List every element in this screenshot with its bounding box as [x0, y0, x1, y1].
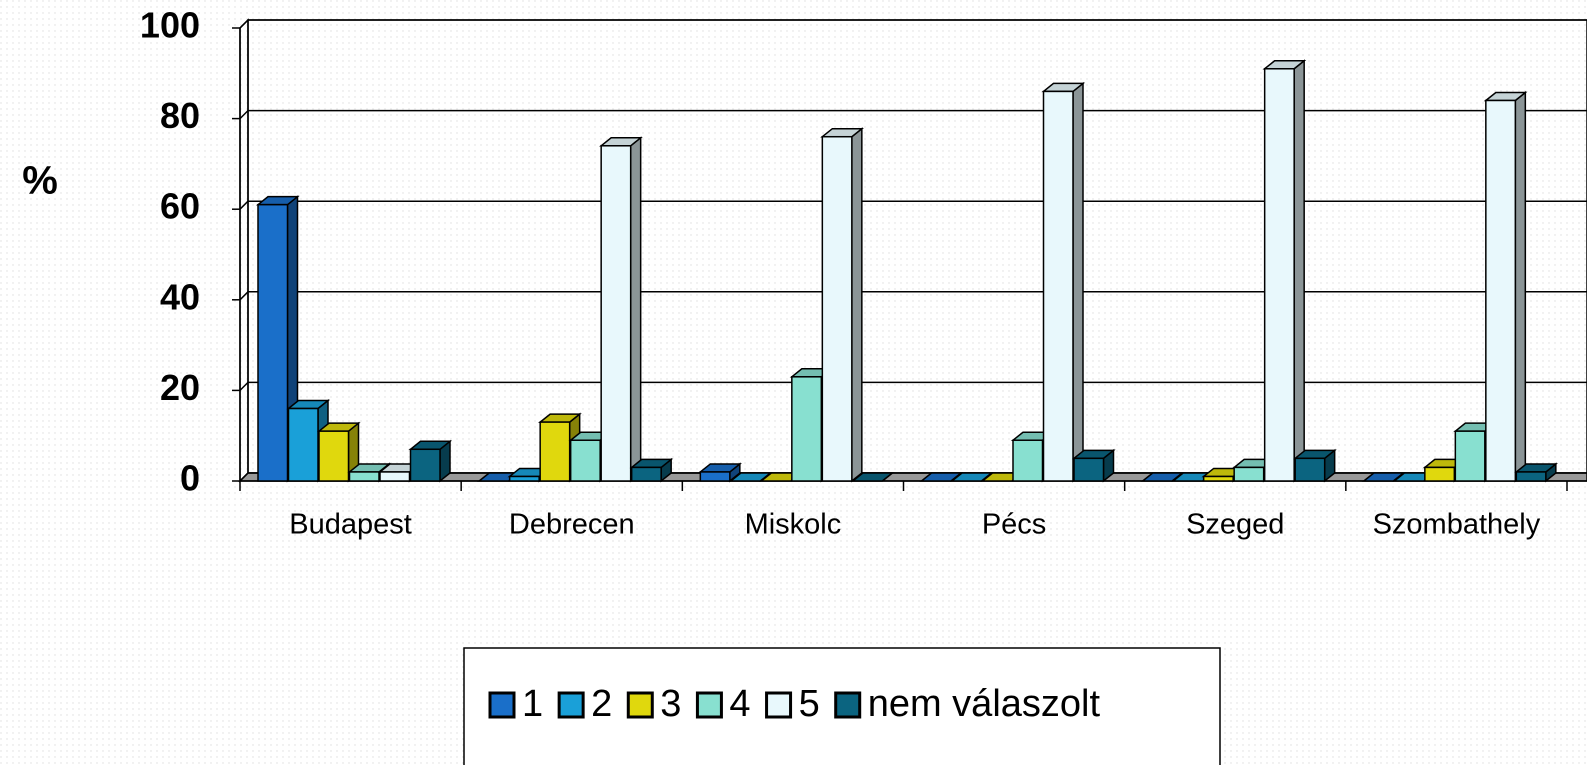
bar — [821, 135, 853, 482]
grid-line-side — [239, 472, 249, 482]
y-tick-label: 40 — [160, 276, 200, 317]
x-tick-label: Pécs — [982, 509, 1046, 541]
bar — [630, 466, 662, 482]
legend-swatch — [695, 691, 723, 719]
bar — [1294, 457, 1326, 482]
bar — [1073, 457, 1105, 482]
bar — [569, 439, 601, 482]
legend-swatch — [557, 691, 585, 719]
bar-side — [1514, 90, 1527, 483]
bar — [1424, 466, 1456, 482]
bar — [1515, 471, 1547, 482]
y-tick-label: 100 — [140, 5, 200, 46]
legend-label: 5 — [799, 683, 820, 725]
x-tick-label: Budapest — [289, 509, 412, 541]
x-tick-label: Miskolc — [745, 509, 842, 541]
bar — [1233, 466, 1265, 482]
bar — [318, 430, 350, 482]
bar — [699, 471, 731, 482]
legend-label: 4 — [729, 683, 750, 725]
legend-swatch — [488, 691, 516, 719]
bar — [539, 421, 571, 482]
bar — [379, 471, 411, 482]
bar — [348, 471, 380, 482]
bar — [257, 203, 289, 482]
y-tick-label: 20 — [160, 367, 200, 408]
legend-label: 1 — [522, 683, 543, 725]
bar — [409, 448, 441, 482]
bar-side — [1293, 59, 1305, 483]
bar — [1012, 439, 1044, 482]
bar — [1202, 475, 1234, 482]
bar — [1454, 430, 1486, 482]
bar — [600, 145, 632, 482]
bar — [791, 376, 823, 482]
y-tick-label: 80 — [160, 95, 200, 136]
bar — [1263, 68, 1295, 482]
bar-side — [629, 136, 642, 483]
bar — [1042, 90, 1074, 482]
legend-swatch — [626, 691, 654, 719]
grid-line-side — [239, 200, 249, 210]
bar-side — [851, 127, 863, 483]
y-tick-label: 60 — [160, 186, 200, 227]
x-tick-label: Debrecen — [509, 509, 635, 541]
legend-swatch — [834, 691, 862, 719]
x-tick-label: Szeged — [1186, 509, 1284, 541]
grid-line-side — [239, 19, 249, 29]
bar — [1485, 99, 1517, 482]
legend-label: 3 — [660, 683, 681, 725]
bar — [287, 407, 319, 482]
grid-line-side — [239, 291, 249, 301]
grid-line-side — [239, 110, 249, 120]
bar-side — [1072, 81, 1084, 483]
bar — [508, 475, 540, 482]
legend-label: nem válaszolt — [868, 683, 1101, 725]
grid-line-side — [239, 381, 249, 391]
y-axis-label: % — [22, 159, 58, 203]
y-tick-label: 0 — [180, 458, 200, 499]
bar-top — [850, 472, 895, 482]
legend-swatch — [765, 691, 793, 719]
x-tick-label: Szombathely — [1373, 509, 1541, 541]
legend-label: 2 — [591, 683, 612, 725]
